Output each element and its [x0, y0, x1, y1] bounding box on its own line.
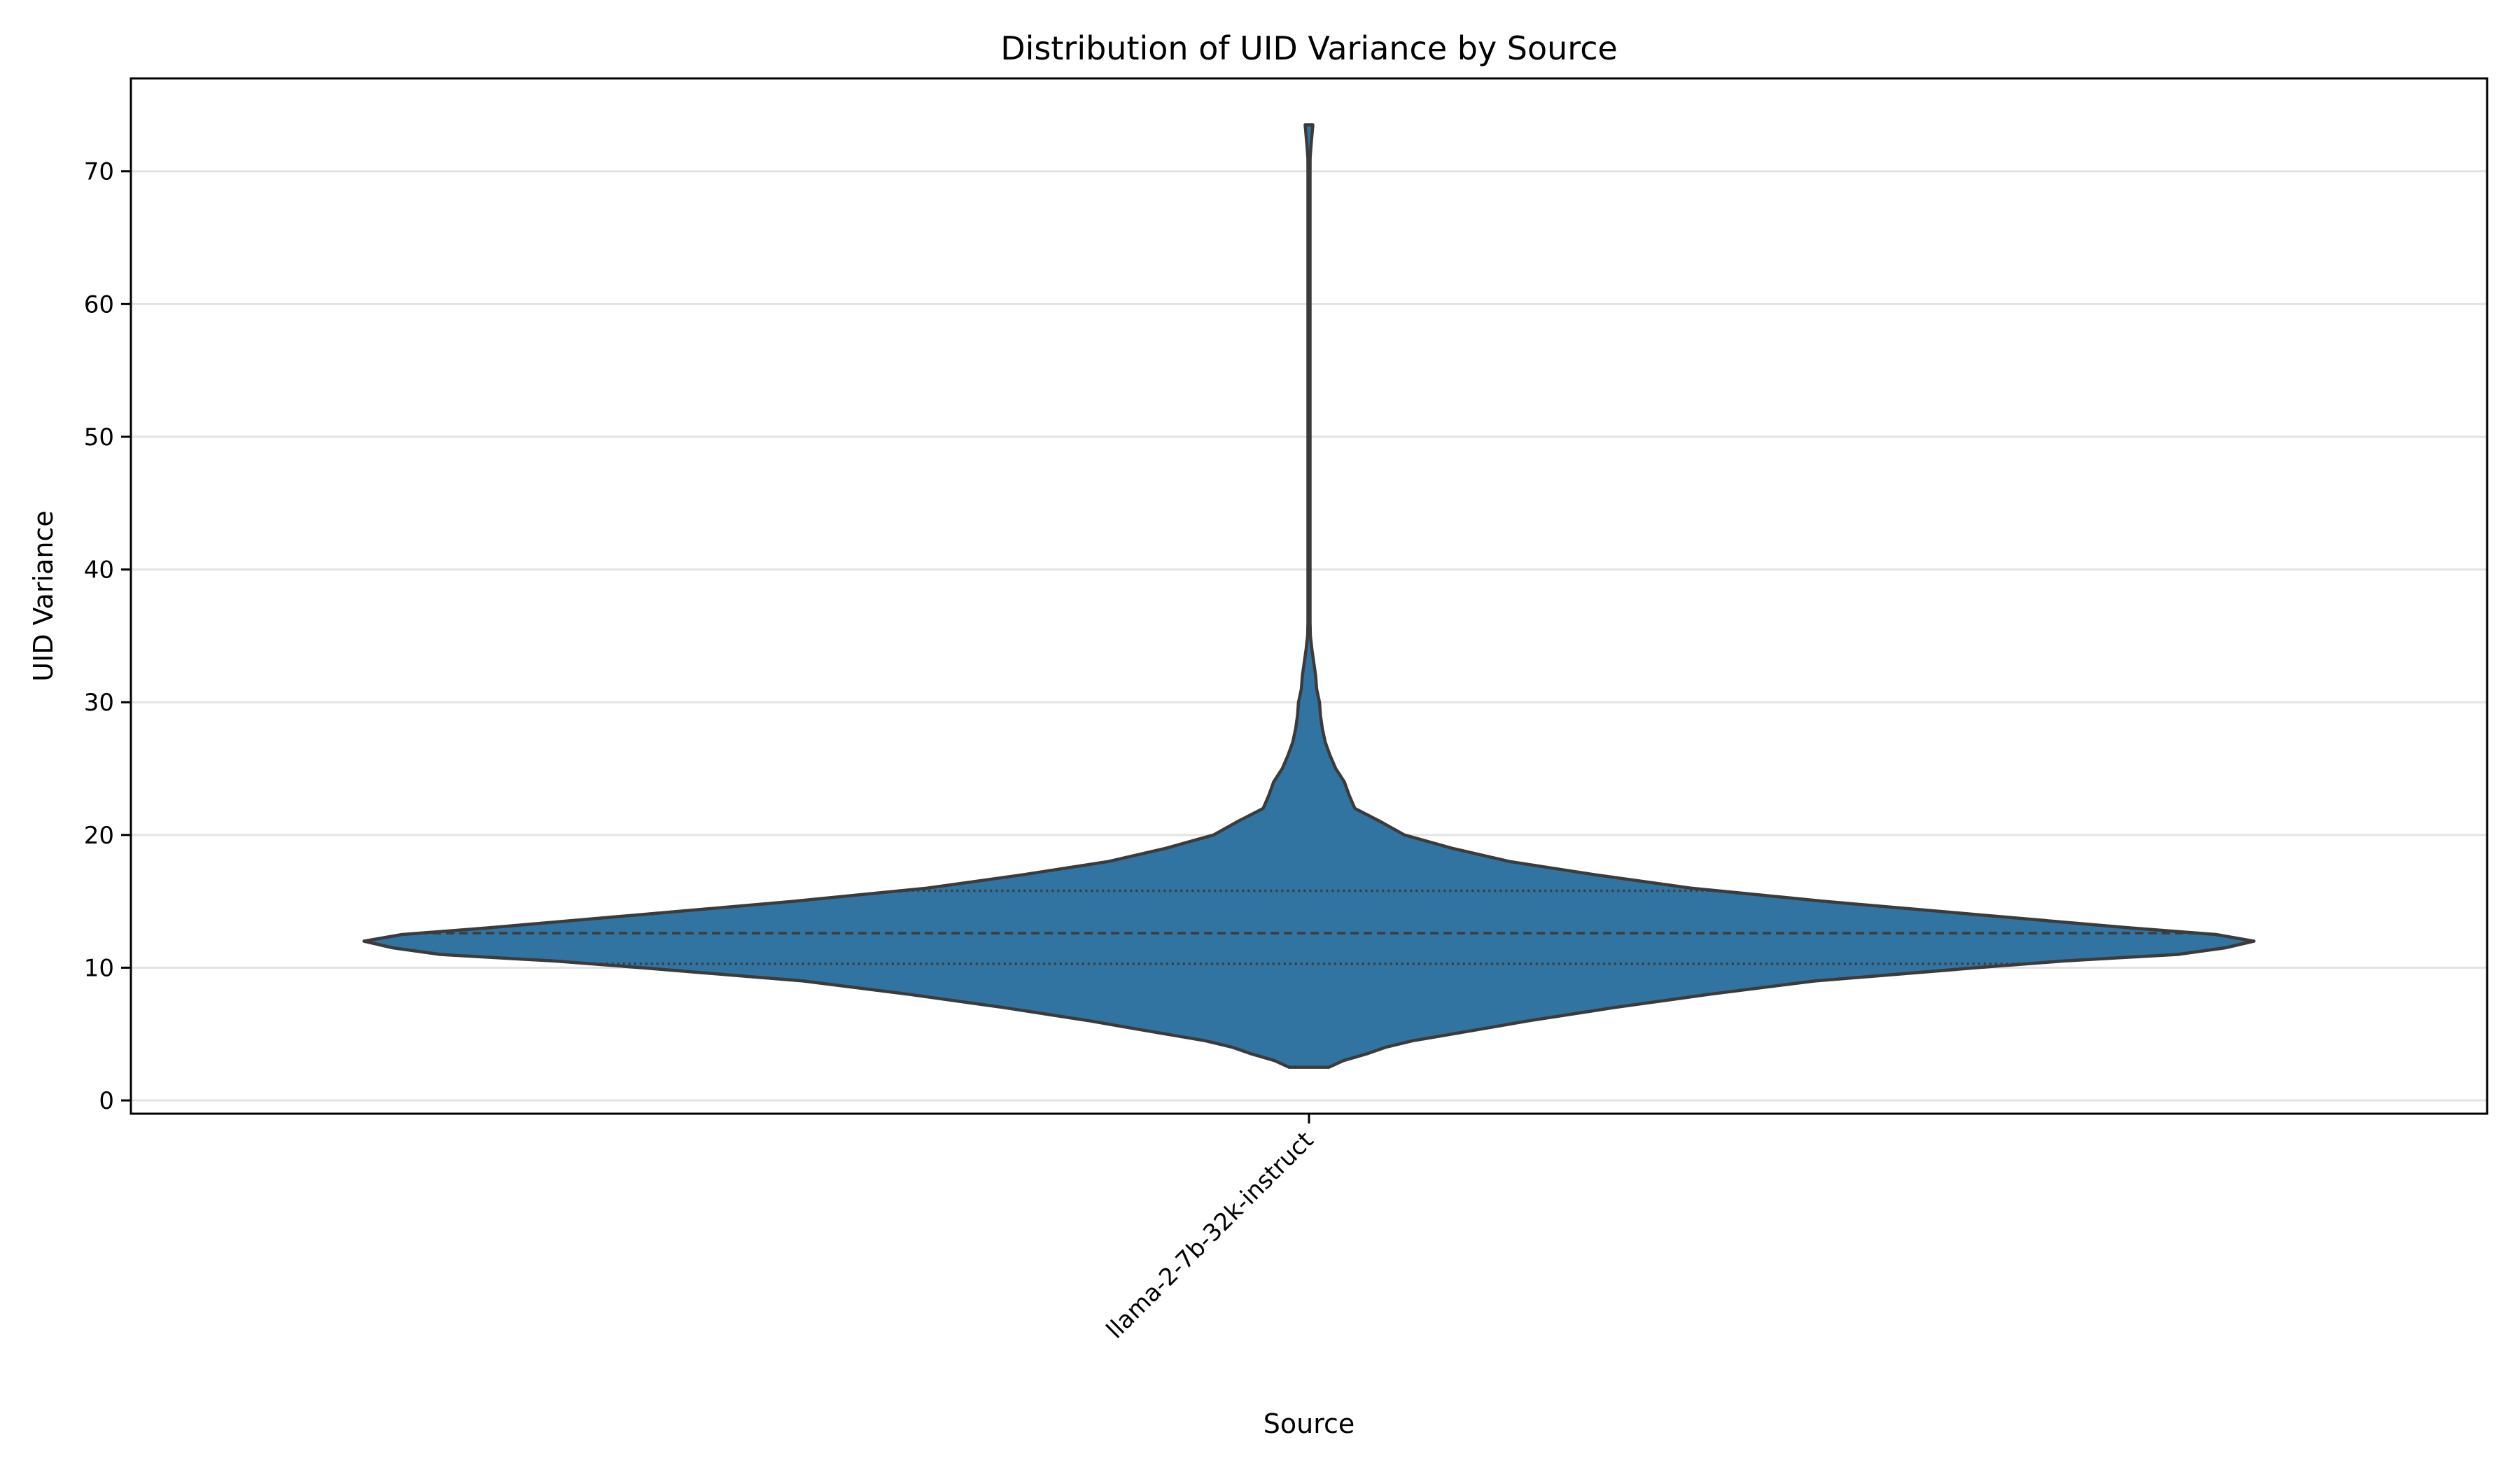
x-axis-label: Source [1264, 1408, 1355, 1439]
y-axis-ticks: 0 10 20 30 40 50 60 70 [84, 158, 131, 1115]
y-tick-label: 70 [84, 158, 114, 186]
y-tick-label: 10 [84, 954, 114, 982]
y-tick-label: 30 [84, 689, 114, 717]
y-tick-label: 0 [99, 1087, 114, 1115]
y-tick-label: 20 [84, 822, 114, 850]
y-tick-label: 60 [84, 290, 114, 318]
violin-group [362, 123, 2256, 1069]
y-tick-label: 40 [84, 556, 114, 584]
y-axis-label: UID Variance [28, 510, 59, 682]
chart-title: Distribution of UID Variance by Source [1000, 29, 1618, 67]
violin-body [362, 123, 2256, 1069]
y-tick-label: 50 [84, 424, 114, 451]
